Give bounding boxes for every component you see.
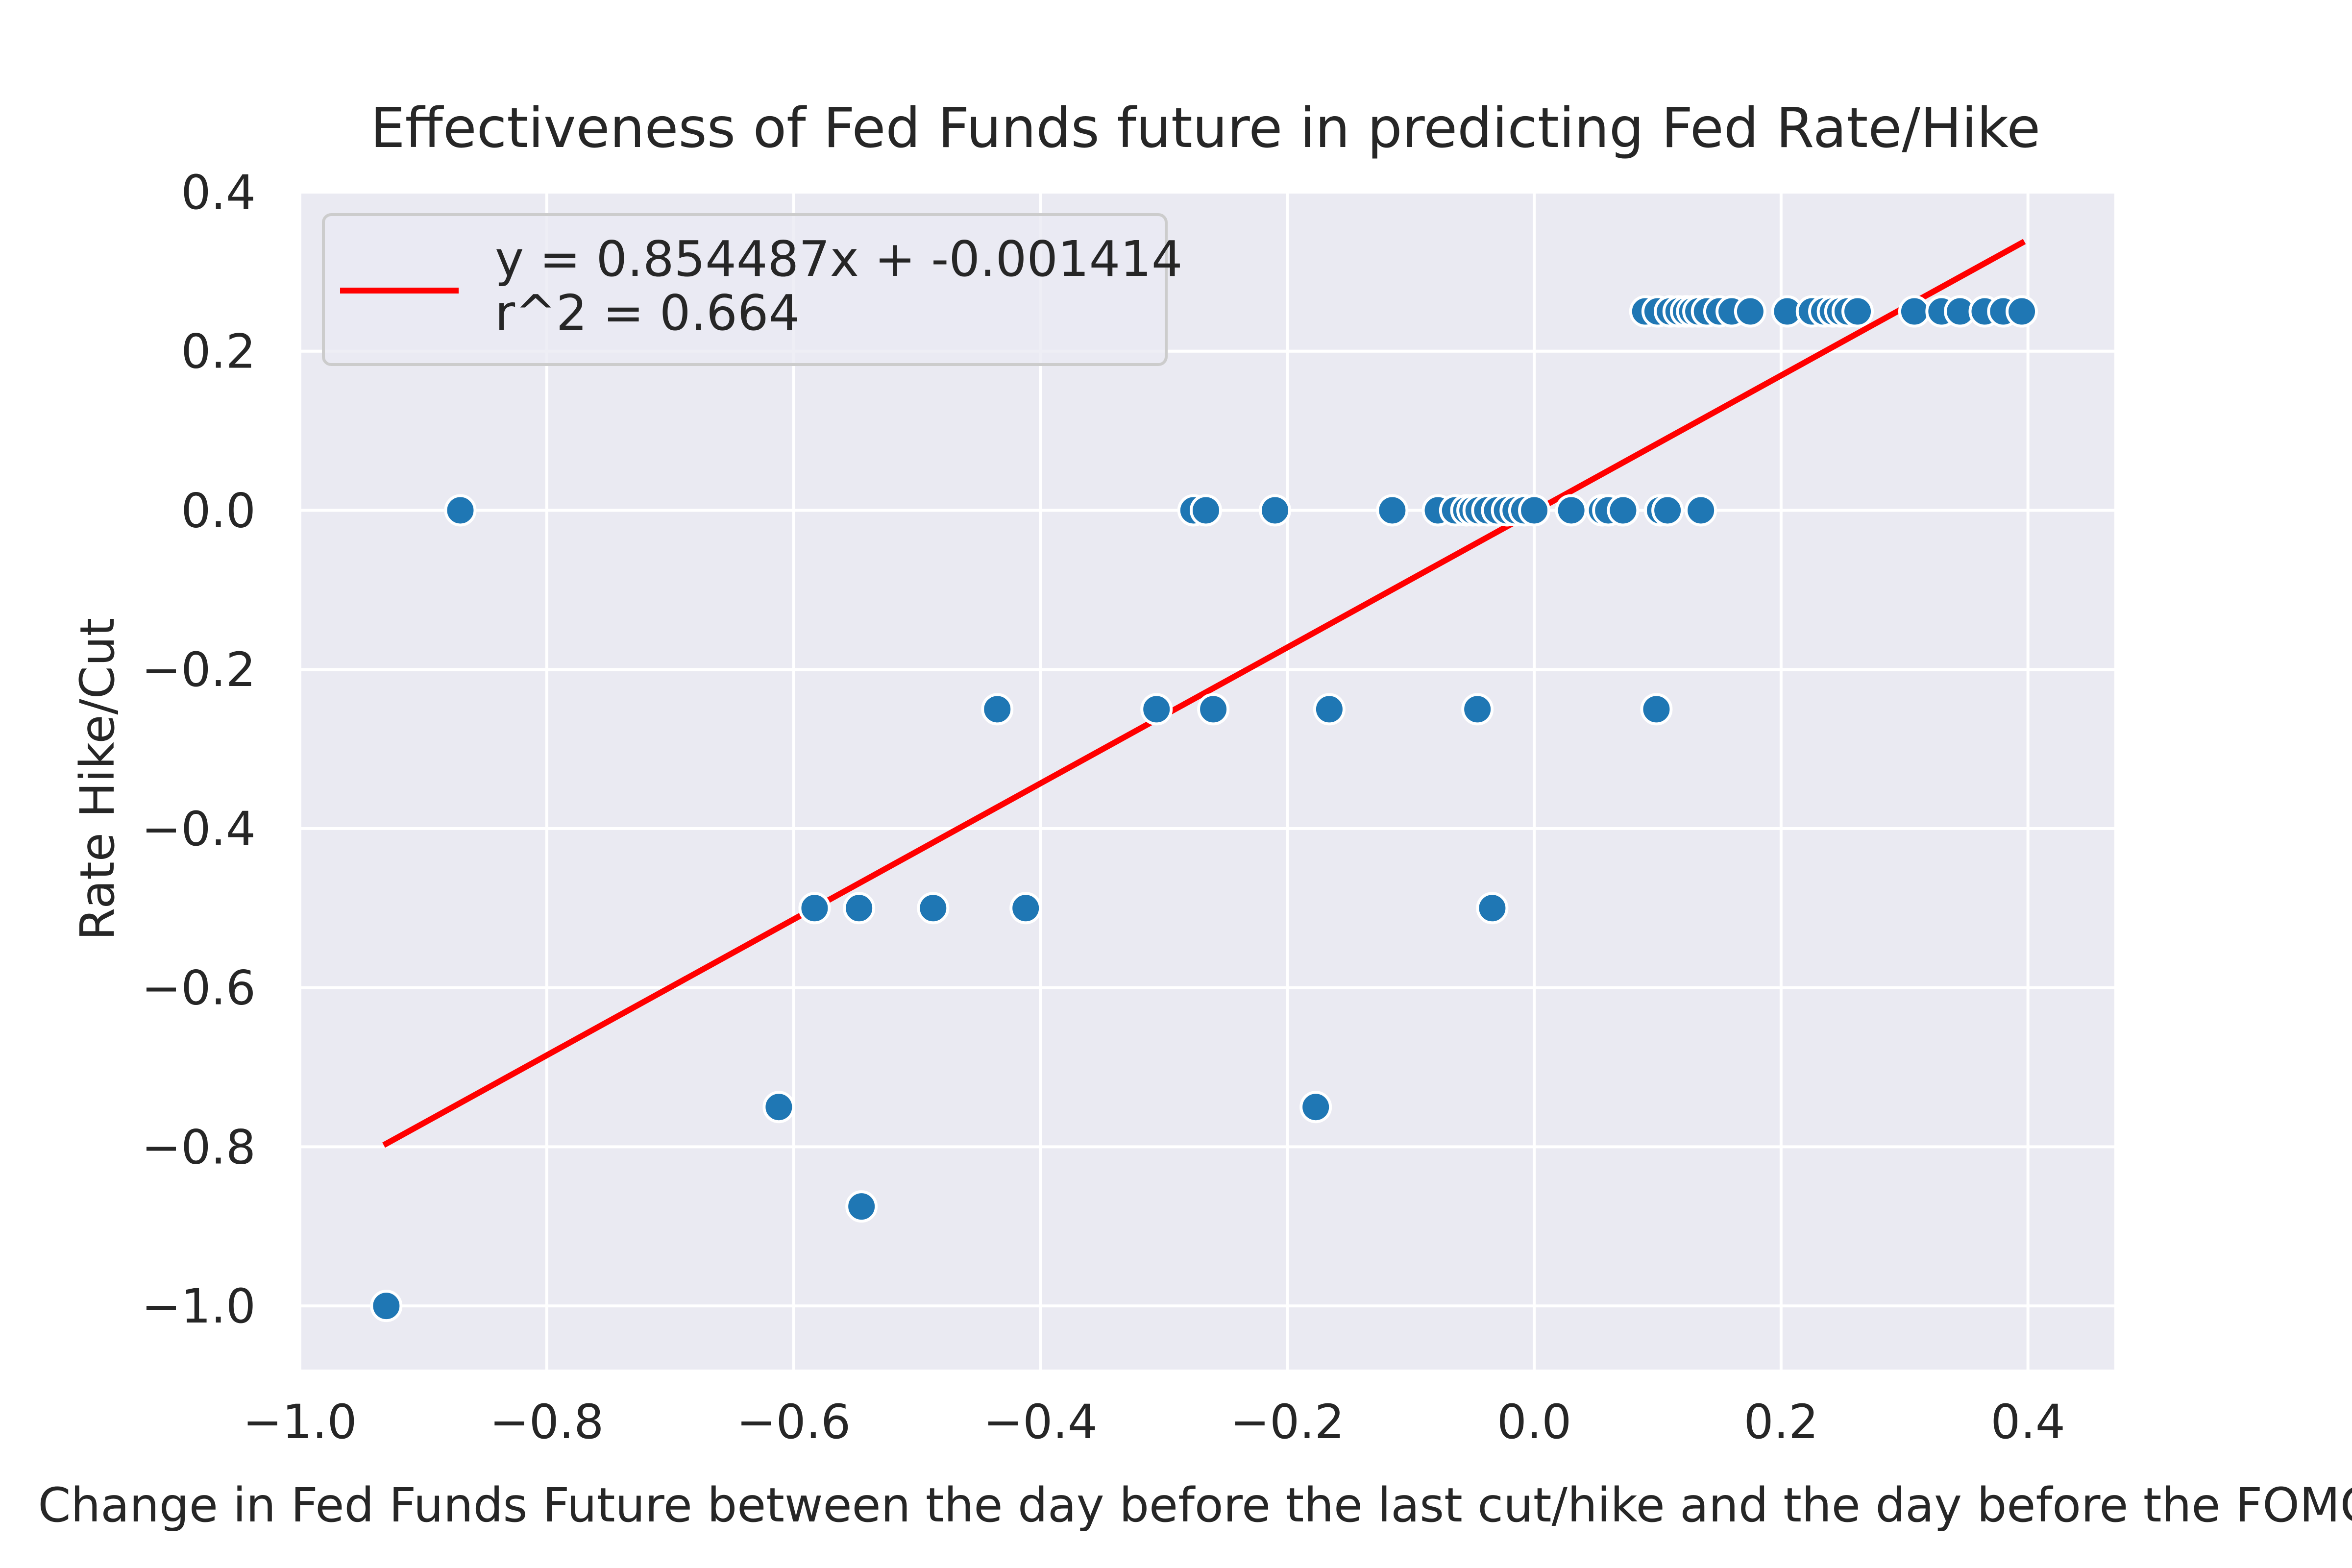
scatter-point	[1313, 693, 1346, 726]
scatter-point	[1189, 494, 1222, 527]
scatter-point	[1140, 693, 1173, 726]
x-tick-label: −0.4	[983, 1395, 1098, 1449]
scatter-point	[370, 1290, 403, 1323]
x-tick-label: −0.8	[490, 1395, 604, 1449]
x-tick-label: 0.0	[1497, 1395, 1572, 1449]
chart-title: Effectiveness of Fed Funds future in pre…	[370, 97, 2040, 160]
x-axis-ticks: −1.0 −0.8 −0.6 −0.4 −0.2 0.0 0.2 0.4	[243, 1395, 2065, 1449]
scatter-point	[1259, 494, 1292, 527]
y-tick-label: −0.6	[142, 961, 256, 1016]
x-tick-label: −0.2	[1230, 1395, 1345, 1449]
scatter-point	[1651, 494, 1684, 527]
legend-equation: y = 0.854487x + -0.001414	[495, 230, 1182, 288]
scatter-point	[1640, 693, 1673, 726]
y-axis-ticks: −1.0 −0.8 −0.6 −0.4 −0.2 0.0 0.2 0.4	[142, 165, 256, 1334]
x-tick-label: −0.6	[736, 1395, 851, 1449]
scatter-points	[370, 295, 2038, 1323]
x-tick-label: −1.0	[243, 1395, 357, 1449]
scatter-point	[917, 892, 950, 925]
scatter-point	[1376, 494, 1409, 527]
scatter-point	[1685, 494, 1717, 527]
x-tick-label: 0.4	[1990, 1395, 2065, 1449]
scatter-point	[1607, 494, 1640, 527]
scatter-point	[1299, 1091, 1332, 1124]
y-tick-label: −1.0	[142, 1279, 256, 1334]
y-tick-label: −0.4	[142, 802, 256, 857]
y-tick-label: −0.2	[142, 642, 256, 697]
scatter-point	[1518, 494, 1551, 527]
scatter-point	[1841, 295, 1874, 328]
scatter-point	[762, 1091, 795, 1124]
x-axis-label: Change in Fed Funds Future between the d…	[38, 1478, 2352, 1533]
y-tick-label: 0.0	[181, 483, 256, 538]
scatter-point	[981, 693, 1014, 726]
scatter-point	[1476, 892, 1509, 925]
regression-line	[382, 239, 2026, 1148]
scatter-point	[843, 892, 876, 925]
y-tick-label: −0.8	[142, 1120, 256, 1175]
legend-r-squared: r^2 = 0.664	[495, 284, 800, 342]
scatter-point	[1898, 295, 1931, 328]
plot-area	[300, 192, 2114, 1370]
scatter-point	[2006, 295, 2038, 328]
scatter-point	[1734, 295, 1766, 328]
scatter-point	[1461, 693, 1494, 726]
y-axis-label: Rate Hike/Cut	[70, 618, 125, 941]
legend-box	[322, 213, 1168, 366]
scatter-point	[1009, 892, 1042, 925]
scatter-point	[1197, 693, 1230, 726]
y-tick-label: 0.2	[181, 324, 256, 379]
fit-line-layer	[382, 239, 2026, 1148]
scatter-point	[798, 892, 831, 925]
scatter-point	[1555, 494, 1588, 527]
scatter-point	[845, 1190, 878, 1223]
scatter-point	[444, 494, 477, 527]
x-tick-label: 0.2	[1744, 1395, 1819, 1449]
legend: y = 0.854487x + -0.001414 r^2 = 0.664	[322, 213, 1182, 366]
y-tick-label: 0.4	[181, 165, 256, 220]
